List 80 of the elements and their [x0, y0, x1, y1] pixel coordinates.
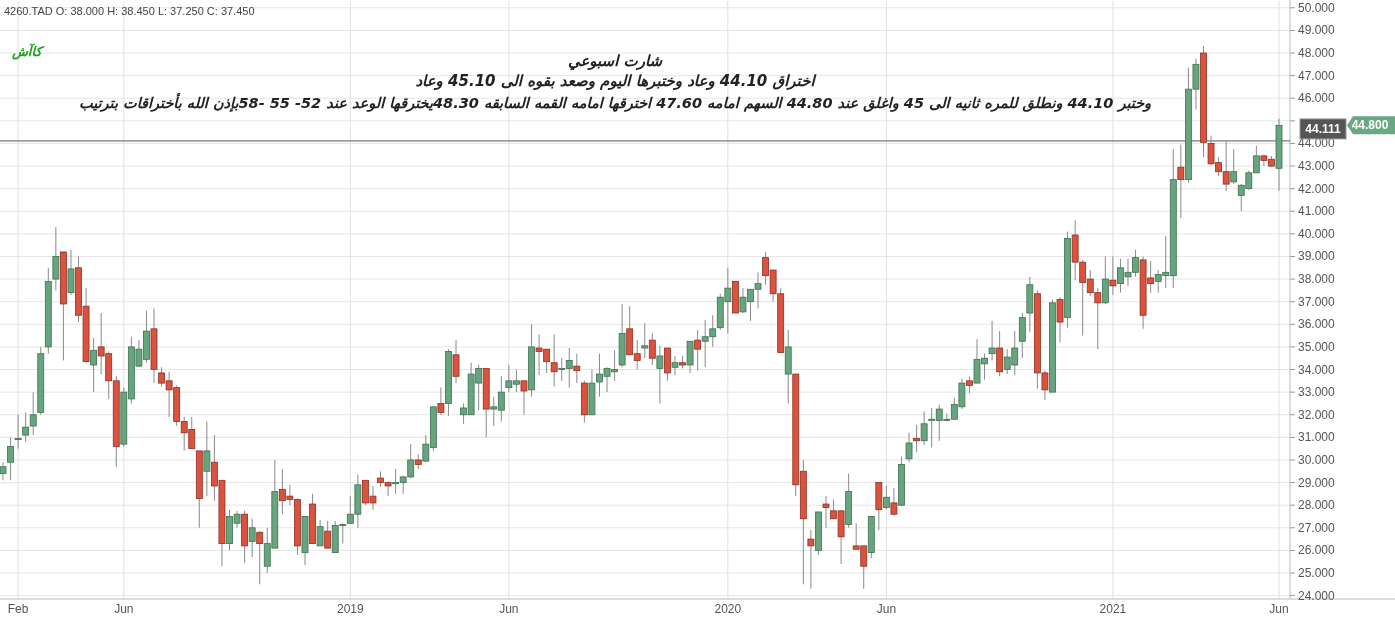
candlestick	[1018, 312, 1026, 359]
candlestick	[14, 414, 22, 450]
candlestick	[1177, 144, 1185, 219]
x-tick-label: Jun	[1269, 602, 1289, 616]
y-tick-label: 39.000	[1298, 249, 1336, 264]
candlestick	[256, 530, 264, 585]
x-tick-label: 2020	[714, 602, 742, 616]
candlestick	[29, 391, 37, 436]
candlestick	[913, 424, 920, 453]
candlestick	[52, 226, 60, 291]
candlestick	[694, 329, 702, 372]
x-tick-label: Jun	[876, 602, 897, 616]
text: شارت اسبوعي	[567, 52, 664, 70]
candlestick	[248, 518, 256, 558]
y-tick-label: 35.000	[1298, 339, 1336, 354]
ref-line-label: 44.111	[1305, 121, 1342, 136]
candlestick	[1056, 296, 1064, 343]
candlestick	[203, 421, 211, 497]
x-tick-label: Feb	[7, 602, 29, 616]
x-tick-label: 2019	[336, 602, 364, 616]
x-tick-label: Jun	[499, 602, 519, 616]
candlestick	[1109, 255, 1117, 296]
candlestick	[90, 337, 97, 393]
candlestick	[988, 320, 996, 361]
y-tick-label: 43.000	[1298, 159, 1336, 174]
text: اختراق 44.10 وعاد وختبرها اليوم وصعد بقوه الى 45.10 وعاد	[415, 72, 817, 90]
candlestick	[671, 355, 679, 376]
candlestick	[890, 487, 898, 516]
candlestick	[905, 432, 913, 463]
candlestick	[67, 249, 75, 296]
y-tick-label: 26.000	[1298, 543, 1336, 558]
x-tick-label: 2021	[1099, 602, 1127, 616]
candlestick	[1230, 148, 1238, 185]
y-tick-label: 41.000	[1298, 204, 1336, 219]
y-tick-label: 27.000	[1298, 520, 1336, 535]
y-tick-label: 50.000	[1298, 0, 1336, 15]
x-tick-label: Jun	[114, 602, 134, 616]
candlestick	[686, 340, 694, 374]
y-tick-label: 29.000	[1298, 475, 1336, 490]
y-tick-label: 30.000	[1298, 452, 1336, 467]
text: 44.800	[1351, 118, 1389, 133]
y-tick-label: 37.000	[1298, 294, 1336, 309]
y-tick-label: 31.000	[1298, 430, 1336, 445]
y-tick-label: 32.000	[1298, 407, 1336, 422]
y-tick-label: 44.000	[1298, 136, 1336, 151]
candlestick	[882, 485, 890, 511]
annotation: كاآش	[11, 43, 46, 60]
y-tick-label: 36.000	[1298, 317, 1336, 332]
candlestick	[920, 410, 928, 446]
y-tick-label: 38.000	[1298, 272, 1336, 287]
candlestick	[822, 495, 830, 529]
candlestick	[1101, 255, 1109, 305]
candlestick	[316, 519, 324, 547]
annotation: 4260.TAD O: 38.000 H: 38.450 L: 37.250 C: 37.450	[4, 5, 255, 17]
annotation: وختبر 44.10 ونطلق للمره ثانيه الى 45 واغلق عند 44.80 السهم امامه 47.60 اخترقها امامه القمه السابقه 48.30يخترقها الوعد عند 52- 55 -58بإذن الله بأختراقات بترتيب	[78, 92, 1152, 112]
candlestick	[648, 332, 656, 366]
candlestick	[807, 529, 815, 590]
y-tick-label: 46.000	[1298, 91, 1336, 106]
y-tick-label: 33.000	[1298, 385, 1336, 400]
candlestick	[573, 353, 581, 384]
y-tick-label: 48.000	[1298, 46, 1336, 60]
candlestick	[324, 520, 332, 549]
candlestick	[520, 380, 528, 416]
candlestick	[641, 322, 649, 359]
candlestick	[22, 411, 30, 443]
candlestick	[0, 461, 7, 481]
y-tick-label: 25.000	[1298, 566, 1336, 580]
y-tick-label: 34.000	[1298, 362, 1336, 377]
candlestick	[437, 387, 445, 416]
y-tick-label: 24.000	[1298, 588, 1336, 603]
y-tick-label: 47.000	[1298, 68, 1336, 83]
candlestick	[7, 436, 14, 481]
y-tick-label: 42.000	[1298, 181, 1336, 196]
candlestick	[656, 345, 664, 404]
y-tick-label: 40.000	[1298, 226, 1336, 241]
y-tick-label: 49.000	[1298, 23, 1336, 38]
candlestick	[550, 333, 558, 387]
candlestick	[996, 330, 1004, 377]
y-tick-label: 28.000	[1298, 498, 1336, 513]
candlestick	[452, 339, 460, 384]
